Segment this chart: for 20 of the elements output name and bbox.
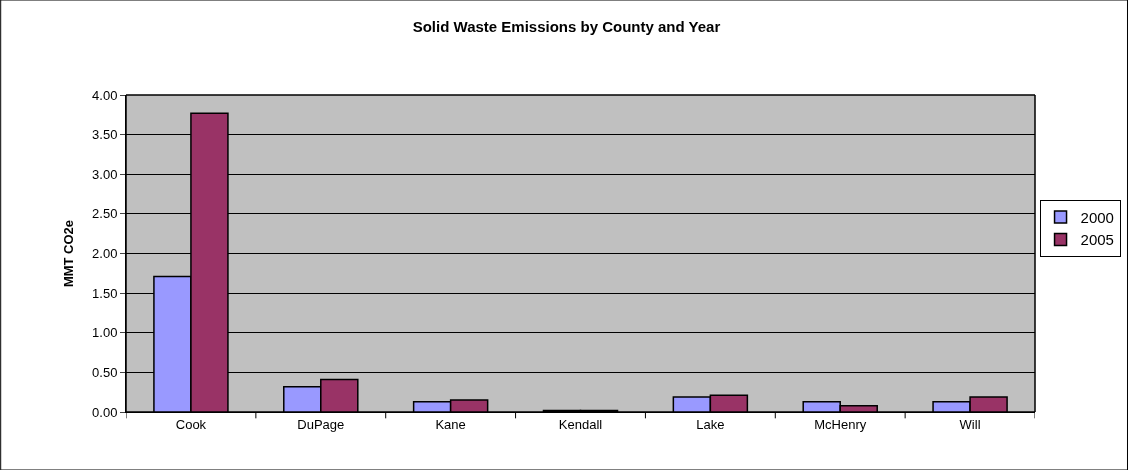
y-tick-label: 4.00 <box>92 87 118 103</box>
y-tick-label: 1.50 <box>92 285 118 301</box>
y-tick-label: 2.00 <box>92 246 118 262</box>
x-tick-label: DuPage <box>297 416 345 432</box>
y-tick-label: 3.50 <box>92 127 118 143</box>
x-tick-label: McHenry <box>814 416 867 432</box>
y-tick-label: 1.00 <box>92 325 118 341</box>
y-tick-label: 3.00 <box>92 166 118 182</box>
chart-title: Solid Waste Emissions by County and Year <box>412 17 721 35</box>
legend-label: 2005 <box>1080 231 1114 249</box>
y-tick-label: 0.00 <box>92 404 118 420</box>
y-tick-label: 2.50 <box>92 206 118 222</box>
x-tick-label: Kane <box>435 416 466 432</box>
x-tick-label: Will <box>959 416 981 432</box>
y-axis-title: MMT CO2e <box>61 219 77 288</box>
legend-label: 2000 <box>1080 208 1114 226</box>
x-tick-label: Cook <box>175 416 207 432</box>
y-tick-label: 0.50 <box>92 364 118 380</box>
x-tick-label: Kendall <box>558 416 603 432</box>
x-tick-label: Lake <box>696 416 725 432</box>
